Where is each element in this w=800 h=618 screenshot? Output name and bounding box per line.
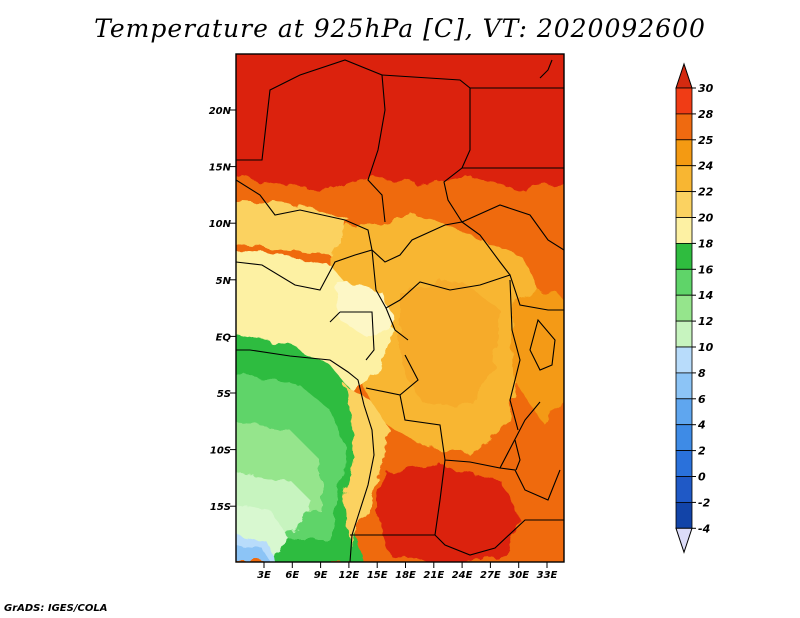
colorbar-label: 18 (698, 237, 714, 250)
lon-tick-label: 33E (537, 570, 558, 581)
lat-tick-label: 5N (216, 276, 232, 287)
lon-tick-label: 9E (314, 570, 328, 581)
colorbar-swatch (675, 476, 693, 503)
colorbar-label: 6 (698, 393, 706, 406)
colorbar-label: 25 (698, 134, 714, 147)
map-frame (235, 53, 565, 563)
lat-tick-label: 5S (217, 389, 231, 400)
colorbar-swatch (675, 87, 693, 115)
colorbar-swatch (675, 217, 693, 244)
colorbar-label: 8 (698, 367, 706, 380)
colorbar-swatch (675, 268, 693, 296)
colorbar-label: 20 (698, 212, 714, 225)
colorbar-label: 2 (698, 445, 706, 458)
colorbar-label: 0 (698, 471, 706, 484)
colorbar-swatch (675, 294, 693, 322)
lon-tick-label: 27E (480, 570, 501, 581)
colorbar-swatch (675, 501, 693, 529)
lon-tick-label: 24E (452, 570, 473, 581)
colorbar-label: -4 (698, 522, 710, 535)
colorbar-swatch (675, 424, 693, 452)
lat-tick-label: 10S (210, 446, 231, 457)
lon-tick-label: 21E (423, 570, 444, 581)
colorbar-swatch (675, 398, 693, 426)
colorbar-swatch (675, 139, 693, 167)
country-borders (236, 59, 564, 562)
lon-tick-label: 12E (339, 570, 360, 581)
longitude-axis: 3E 6E 9E 12E 15E 18E 21E 24E 27E 30E 33E (257, 562, 558, 581)
colorbar-swatch (675, 113, 693, 141)
colorbar-label: 24 (698, 160, 713, 173)
colorbar-label: 16 (698, 263, 714, 276)
colorbar-label: 28 (698, 108, 714, 121)
colorbar-label: -2 (698, 496, 711, 509)
colorbar-swatch (675, 450, 693, 477)
colorbar-swatch (675, 242, 693, 270)
colorbar-label: 4 (697, 419, 706, 432)
lat-tick-label: EQ (216, 332, 232, 343)
lon-tick-label: 15E (367, 570, 388, 581)
colorbar-bottom-arrow (675, 527, 693, 554)
lat-tick-label: 20N (209, 106, 232, 117)
lon-tick-label: 3E (257, 570, 271, 581)
lat-tick-label: 10N (209, 219, 232, 230)
colorbar-top-arrow (675, 62, 693, 89)
lon-tick-label: 18E (395, 570, 416, 581)
colorbar-swatch (675, 372, 693, 400)
lon-tick-label: 30E (508, 570, 529, 581)
colorbar-label: 10 (698, 341, 714, 354)
colorbar-label: 12 (698, 315, 714, 328)
colorbar-label: 30 (698, 82, 714, 95)
colorbar-swatch (675, 346, 693, 374)
lat-tick-label: 15S (210, 502, 231, 513)
colorbar-label: 22 (698, 186, 714, 199)
lat-tick-label: 15N (209, 163, 232, 174)
colorbar-swatch (675, 165, 693, 192)
map-title: Temperature at 925hPa [C], VT: 202009260… (94, 14, 706, 43)
colorbar-swatch (675, 191, 693, 218)
latitude-axis: 20N 15N 10N 5N EQ 5S 10S 15S (209, 106, 236, 513)
colorbar-swatch (675, 320, 693, 348)
lon-tick-label: 6E (285, 570, 299, 581)
colorbar-label: 14 (698, 289, 713, 302)
temperature-field (236, 54, 564, 562)
grads-credit: GrADS: IGES/COLA (4, 603, 108, 614)
